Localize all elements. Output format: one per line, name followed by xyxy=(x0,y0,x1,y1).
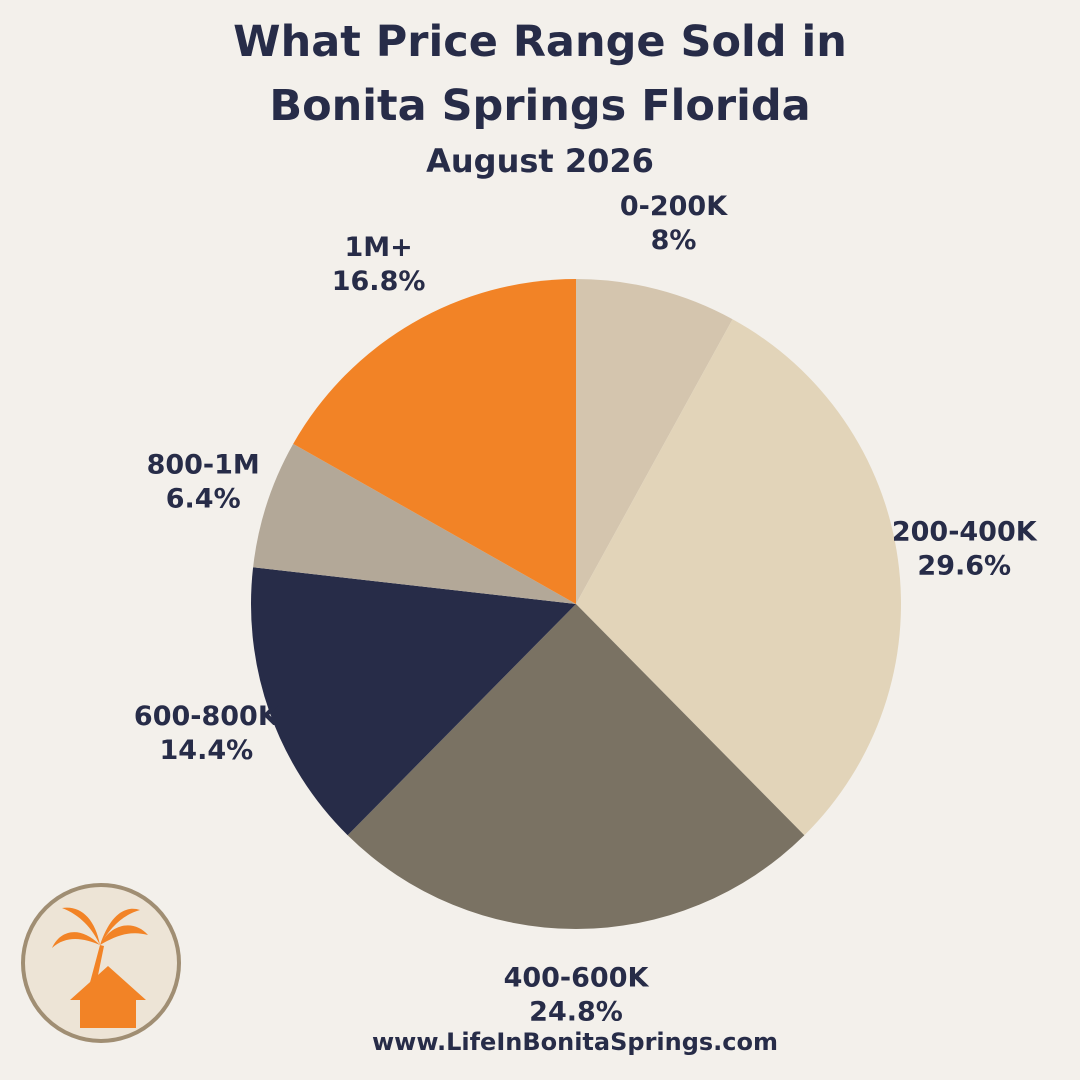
slice-value-label: 14.4% xyxy=(160,735,254,766)
slice-value-label: 6.4% xyxy=(166,483,241,514)
slice-value-label: 8% xyxy=(651,225,697,256)
chart-title: What Price Range Sold in Bonita Springs … xyxy=(233,17,847,131)
logo xyxy=(21,883,181,1043)
slice-label: 800-1M xyxy=(147,449,260,480)
slice-value-label: 24.8% xyxy=(529,997,623,1028)
footer-url: www.LifeInBonitaSprings.com xyxy=(371,1028,779,1056)
pie-slice xyxy=(250,567,576,836)
slice-label: 0-200K xyxy=(620,191,728,222)
pie-slice xyxy=(576,279,733,604)
pie-slice xyxy=(347,604,805,929)
chart-subtitle: August 2026 xyxy=(426,142,654,180)
slice-label: 600-800K xyxy=(134,701,280,732)
slice-value-label: 16.8% xyxy=(332,266,426,297)
pie-slice xyxy=(293,279,576,604)
pie-slice xyxy=(253,443,576,604)
title-block: What Price Range Sold in Bonita Springs … xyxy=(0,10,1080,180)
slice-label: 1M+ xyxy=(344,232,412,263)
slice-label: 400-600K xyxy=(504,963,650,994)
slice-value-label: 29.6% xyxy=(917,550,1011,581)
pie-slice xyxy=(576,319,902,836)
slice-label: 200-400K xyxy=(892,516,1038,547)
